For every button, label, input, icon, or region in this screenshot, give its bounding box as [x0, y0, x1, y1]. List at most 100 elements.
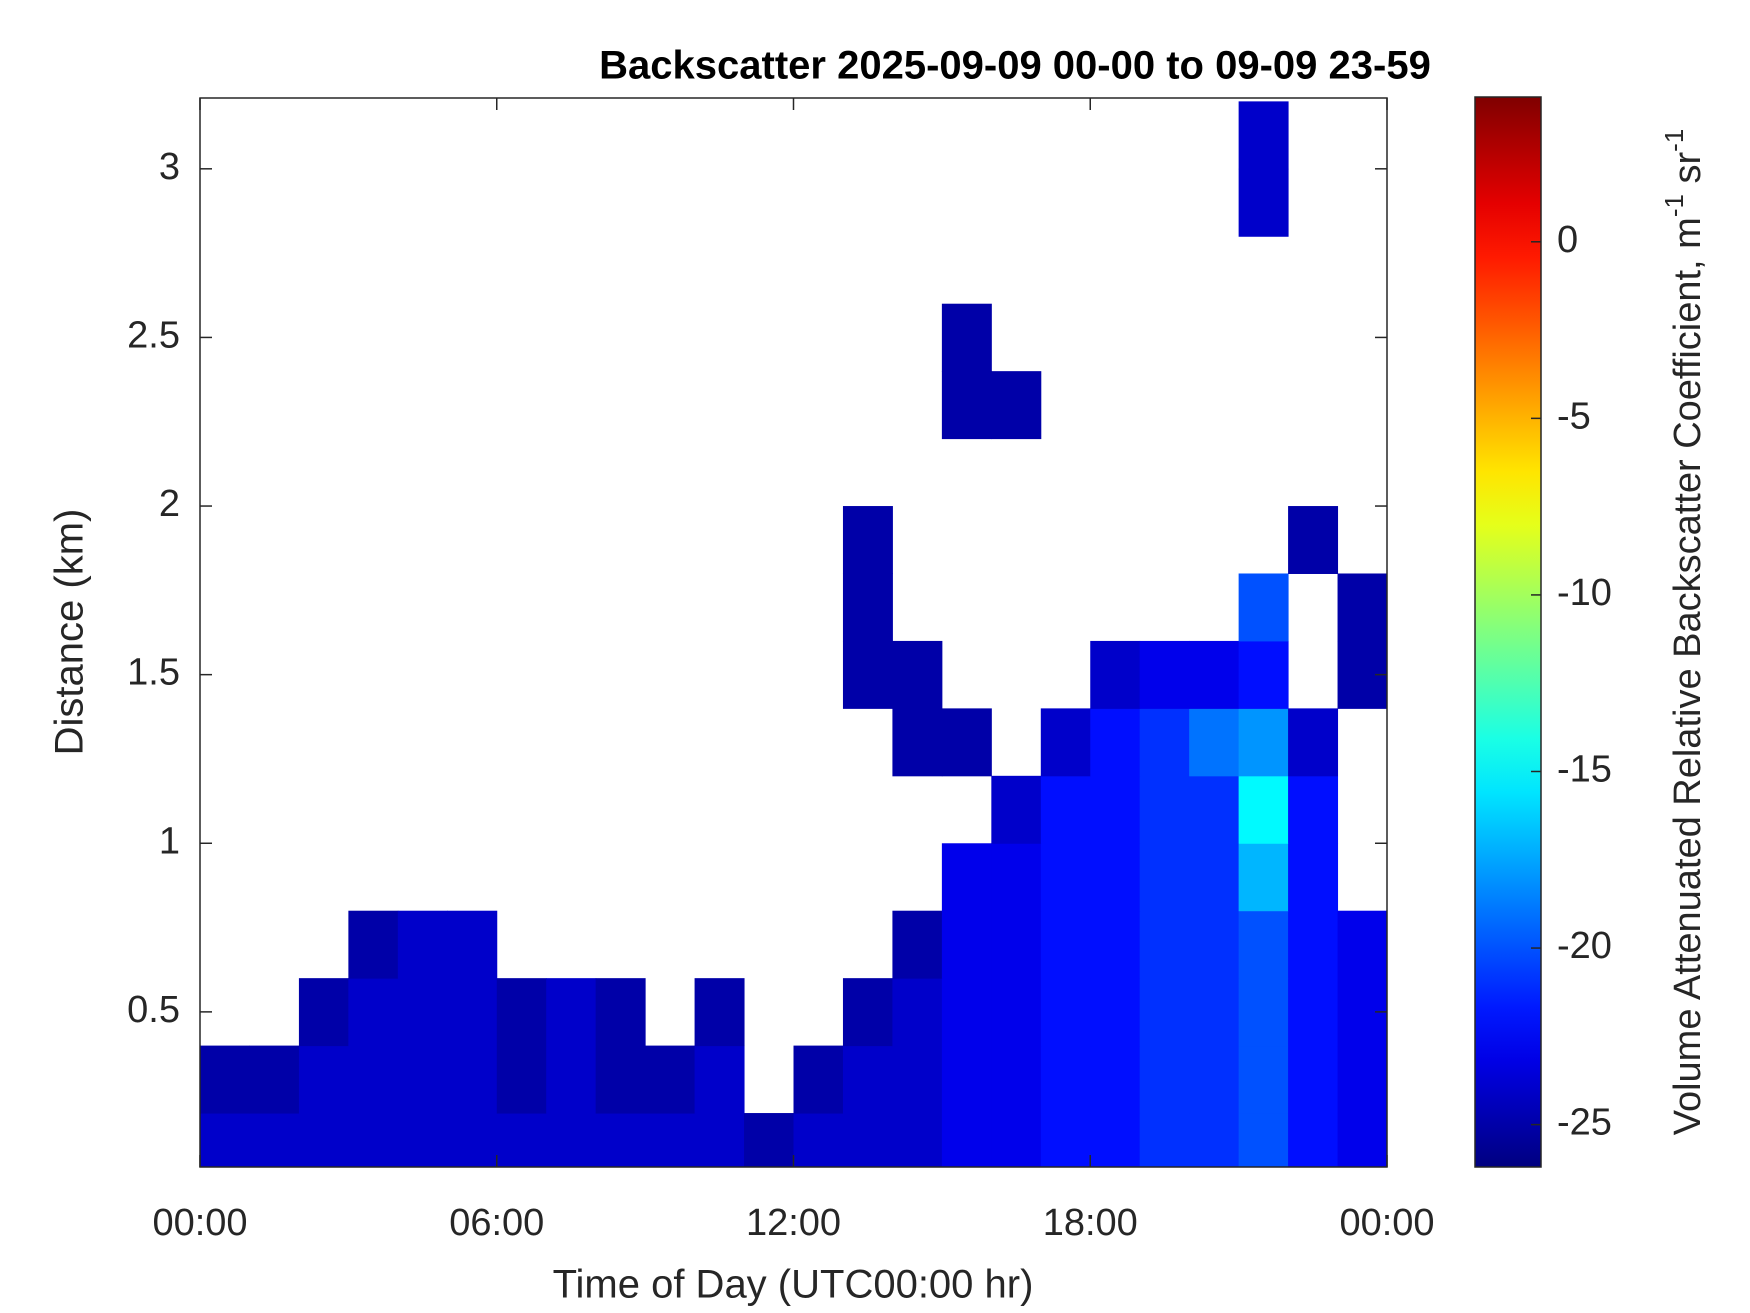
- heatmap-cell: [1139, 910, 1190, 979]
- heatmap-cell: [348, 910, 399, 979]
- heatmap-cell: [1288, 1113, 1339, 1167]
- heatmap-cell: [941, 1113, 992, 1167]
- colorbar-tick-label: -25: [1557, 1102, 1612, 1144]
- y-tick-label: 2.5: [127, 314, 180, 356]
- heatmap-cell: [200, 1113, 250, 1167]
- colorbar-tick-label: -10: [1557, 572, 1612, 614]
- heatmap-cell: [1040, 843, 1091, 912]
- heatmap-cell: [397, 1113, 448, 1167]
- chart-title: Backscatter 2025-09-09 00-00 to 09-09 23…: [599, 44, 1431, 88]
- heatmap-cell: [447, 1045, 498, 1114]
- heatmap-cell: [1288, 843, 1339, 912]
- y-axis-label: Distance (km): [48, 509, 92, 756]
- heatmap-cell: [595, 1113, 646, 1167]
- colorbar-label-text: Volume Attenuated Relative Backscatter C…: [1667, 217, 1709, 1135]
- x-tick-label: 12:00: [746, 1202, 841, 1244]
- heatmap-cell: [793, 1113, 844, 1167]
- heatmap-cell: [496, 1113, 547, 1167]
- heatmap-cell: [1040, 708, 1091, 777]
- heatmap-cell: [842, 506, 893, 574]
- heatmap-cell: [1288, 775, 1339, 844]
- colorbar-label-sup: -1: [1659, 129, 1689, 152]
- heatmap-cell: [1139, 843, 1190, 912]
- x-tick-label: 06:00: [449, 1202, 544, 1244]
- colorbar-label-text: sr: [1667, 151, 1709, 194]
- colorbar-tick-label: -20: [1557, 925, 1612, 967]
- heatmap-cell: [793, 1045, 844, 1114]
- heatmap-cell: [1238, 978, 1289, 1047]
- heatmap-cell: [892, 910, 943, 979]
- heatmap-cell: [1288, 978, 1339, 1047]
- heatmap-cell: [249, 1113, 300, 1167]
- heatmap-cell: [892, 640, 943, 709]
- heatmap-cell: [496, 1045, 547, 1114]
- heatmap-cell: [1238, 640, 1289, 709]
- y-tick-label: 1: [159, 820, 180, 862]
- heatmap-cell: [348, 1113, 399, 1167]
- heatmap-cell: [1288, 708, 1339, 777]
- heatmap-cell: [1040, 1113, 1091, 1167]
- heatmap-cell: [1040, 910, 1091, 979]
- heatmap-cell: [941, 843, 992, 912]
- y-tick-label: 2: [159, 483, 180, 525]
- heatmap: [200, 101, 1387, 1167]
- colorbar: [1474, 96, 1542, 1168]
- heatmap-cell: [447, 978, 498, 1047]
- heatmap-cell: [1189, 843, 1240, 912]
- heatmap-cell: [694, 1045, 745, 1114]
- colorbar-tick-label: 0: [1557, 219, 1578, 261]
- heatmap-cell: [397, 978, 448, 1047]
- heatmap-cell: [1139, 1045, 1190, 1114]
- heatmap-cell: [200, 1045, 250, 1114]
- x-tick-label: 00:00: [1339, 1202, 1434, 1244]
- heatmap-cell: [348, 1045, 399, 1114]
- heatmap-cell: [1238, 775, 1289, 844]
- heatmap-cell: [1090, 978, 1141, 1047]
- heatmap-cell: [1238, 1045, 1289, 1114]
- heatmap-cell: [1288, 910, 1339, 979]
- heatmap-cell: [1189, 1045, 1240, 1114]
- heatmap-cell: [991, 775, 1042, 844]
- x-axis-label: Time of Day (UTC00:00 hr): [553, 1263, 1034, 1307]
- colorbar-label: Volume Attenuated Relative Backscatter C…: [1659, 129, 1709, 1136]
- heatmap-cell: [1139, 978, 1190, 1047]
- heatmap-cell: [1238, 910, 1289, 979]
- heatmap-cell: [546, 978, 597, 1047]
- colorbar-tick-label: -5: [1557, 395, 1591, 437]
- heatmap-cell: [1090, 843, 1141, 912]
- heatmap-cell: [1238, 573, 1289, 642]
- heatmap-cell: [892, 708, 943, 777]
- heatmap-cell: [397, 1045, 448, 1114]
- heatmap-cell: [1040, 775, 1091, 844]
- heatmap-cell: [1189, 708, 1240, 777]
- heatmap-cell: [1139, 708, 1190, 777]
- heatmap-cell: [1090, 640, 1141, 709]
- heatmap-cell: [842, 1113, 893, 1167]
- heatmap-cell: [1189, 978, 1240, 1047]
- heatmap-cell: [1189, 775, 1240, 844]
- heatmap-cell: [892, 978, 943, 1047]
- colorbar-tick-label: -15: [1557, 749, 1612, 791]
- heatmap-cell: [1238, 168, 1289, 237]
- heatmap-cell: [595, 978, 646, 1047]
- x-tick-label: 18:00: [1043, 1202, 1138, 1244]
- heatmap-cell: [991, 843, 1042, 912]
- heatmap-cell: [1090, 1045, 1141, 1114]
- heatmap-cell: [941, 708, 992, 777]
- heatmap-cell: [991, 910, 1042, 979]
- heatmap-cell: [1337, 573, 1387, 642]
- heatmap-cell: [892, 1045, 943, 1114]
- heatmap-cell: [1090, 1113, 1141, 1167]
- heatmap-cell: [1288, 1045, 1339, 1114]
- heatmap-cell: [842, 1045, 893, 1114]
- heatmap-cell: [991, 371, 1042, 440]
- heatmap-cell: [1337, 1045, 1387, 1114]
- heatmap-cell: [991, 1045, 1042, 1114]
- heatmap-cell: [1090, 910, 1141, 979]
- heatmap-cell: [1040, 978, 1091, 1047]
- heatmap-cell: [1189, 910, 1240, 979]
- heatmap-cell: [1090, 775, 1141, 844]
- heatmap-cell: [1139, 1113, 1190, 1167]
- heatmap-cell: [546, 1113, 597, 1167]
- heatmap-cell: [744, 1113, 794, 1167]
